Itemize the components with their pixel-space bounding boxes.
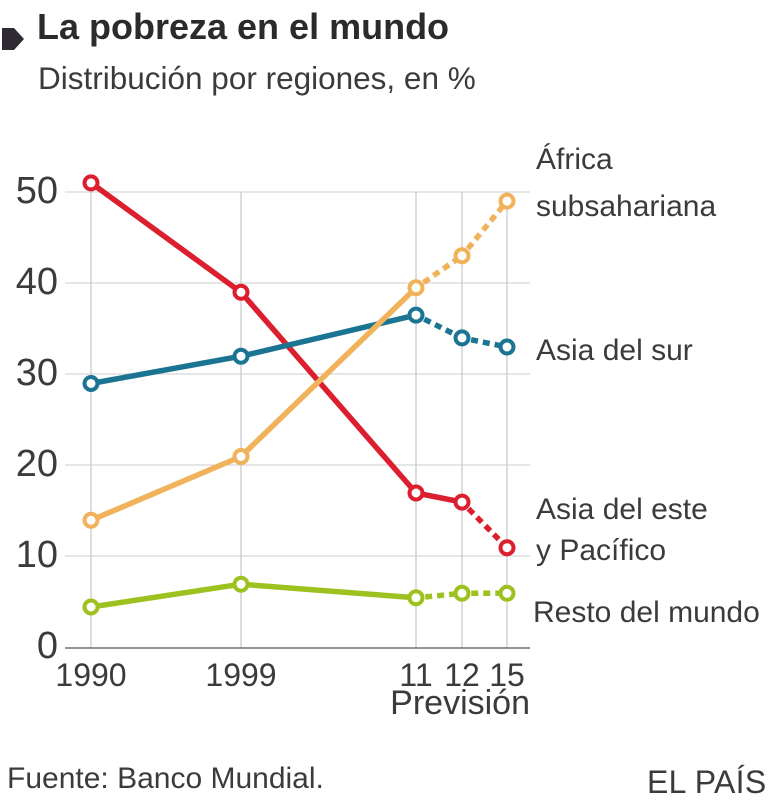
- svg-text:subsahariana: subsahariana: [536, 190, 716, 223]
- svg-text:10: 10: [16, 534, 58, 576]
- svg-text:Previsión: Previsión: [390, 684, 530, 722]
- svg-text:50: 50: [16, 170, 58, 212]
- svg-text:40: 40: [16, 261, 58, 303]
- svg-text:20: 20: [16, 443, 58, 485]
- svg-text:y Pacífico: y Pacífico: [536, 534, 666, 567]
- svg-text:30: 30: [16, 352, 58, 394]
- svg-text:Asia del este: Asia del este: [536, 493, 708, 526]
- svg-text:1999: 1999: [205, 657, 276, 693]
- svg-text:1990: 1990: [55, 657, 126, 693]
- svg-text:Asia del sur: Asia del sur: [536, 334, 693, 367]
- svg-text:Resto del mundo: Resto del mundo: [533, 596, 760, 629]
- svg-text:África: África: [536, 143, 613, 176]
